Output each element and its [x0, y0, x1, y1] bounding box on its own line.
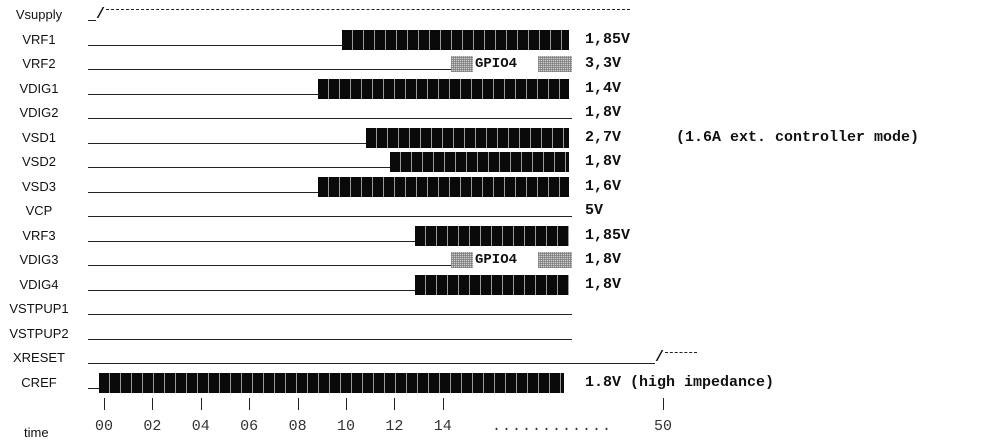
- signal-vsd2-voltage: 1,8V: [585, 153, 622, 170]
- signal-vdig4-voltage: 1,8V: [585, 275, 622, 293]
- signal-vdig3-gpio-hatch-left: [451, 252, 473, 268]
- signal-vstpup1-line: [88, 314, 572, 315]
- signal-vrf1-voltage: 1,85V: [585, 30, 631, 48]
- signal-vrf2-label: VRF2: [22, 56, 56, 71]
- signal-vsd2-line: [88, 167, 391, 168]
- signal-vdig3-gpio-label: GPIO4: [475, 252, 518, 268]
- signal-vsd1-line: [88, 142, 367, 144]
- signal-vrf3-line: [88, 240, 415, 242]
- signal-vsd1-voltage: 2,7V: [585, 128, 622, 146]
- signal-vsd3-bar: [317, 176, 569, 197]
- signal-vdig3-line: [88, 265, 451, 266]
- signal-vcp-label: VCP: [25, 203, 53, 218]
- time-tick-label-04: 04: [191, 418, 210, 435]
- signal-vdig1-line: [88, 93, 318, 95]
- time-tick-06: [249, 398, 251, 410]
- signal-vrf2-voltage: 3,3V: [585, 55, 622, 72]
- signal-vdig3-label: VDIG3: [19, 252, 59, 267]
- signal-vrf1-label: VRF1: [22, 31, 56, 47]
- signal-vdig4-label: VDIG4: [19, 276, 59, 292]
- signal-vrf3-voltage: 1,85V: [585, 226, 631, 244]
- time-tick-10: [346, 398, 347, 410]
- signal-vrf2-gpio-hatch-left: [451, 56, 473, 72]
- signal-vcp-line: [88, 216, 572, 217]
- signal-vdig2-line: [88, 118, 572, 119]
- signal-vrf1-line: [88, 44, 342, 46]
- signal-vsupply-high: [106, 9, 630, 10]
- signal-vsd1-note: (1.6A ext. controller mode): [676, 128, 920, 146]
- time-tick-14: [442, 398, 444, 410]
- signal-vsd3-voltage: 1,6V: [585, 177, 622, 195]
- signal-vsd3-line: [88, 191, 318, 193]
- signal-vrf2-gpio-hatch-right: [538, 56, 572, 72]
- signal-vsupply-label: Vsupply: [15, 7, 63, 22]
- time-tick-label-10: 10: [336, 418, 356, 435]
- time-tick-label-end: 50: [653, 418, 673, 435]
- signal-vdig3-gpio-hatch-right: [538, 252, 572, 268]
- signal-vdig1-bar: [317, 78, 569, 99]
- time-tick-label-12: 12: [385, 418, 404, 435]
- signal-vsd2-label: VSD2: [22, 154, 56, 169]
- signal-vsupply-line: [88, 20, 96, 21]
- time-tick-label-08: 08: [288, 418, 307, 435]
- signal-vstpup2-line: [88, 338, 572, 340]
- time-axis-ellipsis: ............: [492, 418, 613, 435]
- signal-vsd3-label: VSD3: [22, 178, 56, 194]
- signal-vsd2-bar: [390, 152, 569, 172]
- signal-cref-line: [88, 387, 100, 389]
- signal-vstpup1-label: VSTPUP1: [9, 301, 69, 316]
- signal-vsupply-rise: /: [96, 6, 106, 23]
- time-tick-label-14: 14: [433, 418, 452, 435]
- signal-vdig3-voltage: 1,8V: [585, 251, 622, 268]
- signal-xreset-label: XRESET: [12, 350, 65, 365]
- time-tick-08: [297, 398, 299, 410]
- signal-vdig2-label: VDIG2: [19, 105, 59, 120]
- signal-cref-bar: [99, 372, 564, 393]
- signal-xreset-high: [665, 352, 697, 353]
- time-tick-label-06: 06: [240, 418, 259, 435]
- signal-vdig2-voltage: 1,8V: [585, 104, 622, 121]
- signal-vrf2-gpio-label: GPIO4: [475, 56, 518, 72]
- signal-vstpup2-label: VSTPUP2: [9, 325, 69, 341]
- signal-vsd1-label: VSD1: [22, 129, 56, 145]
- time-tick-04: [200, 398, 202, 410]
- signal-vdig4-line: [88, 289, 415, 291]
- signal-vcp-voltage: 5V: [585, 202, 604, 219]
- signal-vdig1-voltage: 1,4V: [585, 79, 622, 97]
- signal-xreset-line: [88, 363, 655, 364]
- signal-xreset-rise: /: [655, 349, 665, 366]
- time-tick-12: [394, 398, 396, 410]
- time-tick-label-00: 00: [94, 418, 114, 435]
- signal-cref-label: CREF: [21, 374, 57, 390]
- signal-vrf1-bar: [342, 29, 569, 50]
- signal-vdig4-bar: [414, 274, 569, 295]
- signal-vrf3-label: VRF3: [22, 227, 56, 243]
- signal-vrf2-line: [88, 69, 451, 70]
- time-tick-02: [152, 398, 154, 410]
- time-tick-label-02: 02: [143, 418, 162, 435]
- signal-vrf3-bar: [414, 225, 569, 246]
- time-tick-00: [104, 398, 105, 410]
- time-axis-label: time: [24, 425, 49, 440]
- signal-vdig1-label: VDIG1: [19, 80, 59, 96]
- signal-vsd1-bar: [366, 127, 569, 148]
- time-tick-end: [663, 398, 664, 410]
- signal-cref-voltage: 1.8V (high impedance): [585, 373, 775, 391]
